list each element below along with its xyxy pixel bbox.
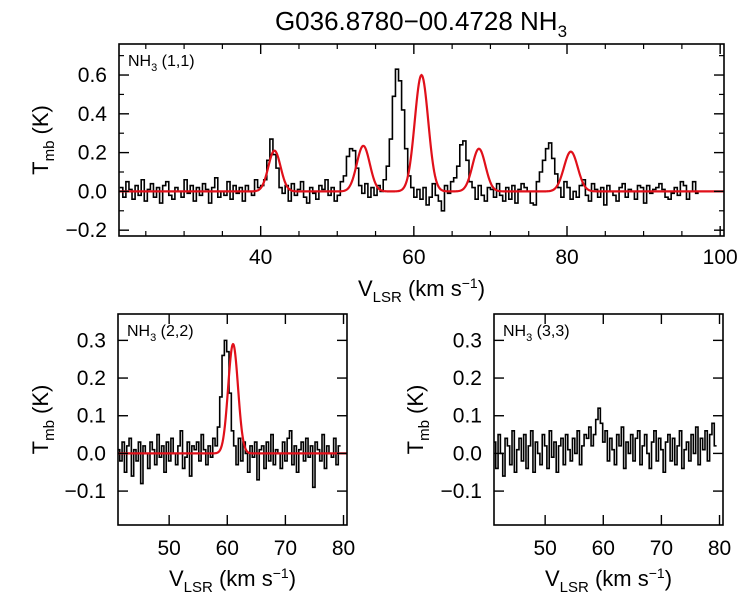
y-tick-label: 0.3 [77, 329, 106, 352]
x-tick-label: 80 [708, 537, 731, 560]
y-axis-title: Tmb (K) [28, 385, 58, 455]
panel-label: NH3 (1,1) [128, 53, 195, 74]
x-tick-label: 60 [216, 537, 239, 560]
x-tick-label: 80 [555, 246, 578, 269]
y-tick-label: 0.6 [78, 64, 107, 87]
x-axis-title-main: V [545, 566, 560, 591]
panel-label-main: NH [128, 53, 151, 70]
panel-nh3-3-3: 50 60 70 80 −0.1 0.0 0.1 0.2 0.3 NH3 (3,3) VLSR (k… [403, 313, 731, 596]
x-axis-title-sup: −1 [273, 565, 289, 581]
x-tick-label: 60 [592, 537, 615, 560]
y-axis-title: Tmb (K) [403, 385, 433, 455]
y-tick-label: −0.1 [65, 480, 106, 503]
x-axis-title-sub: LSR [373, 289, 402, 306]
y-tick-label: 0.1 [453, 405, 482, 428]
y-tick-label: 0.2 [77, 367, 106, 390]
y-tick-label: −0.1 [441, 480, 482, 503]
plot-frame [117, 313, 348, 526]
x-axis-title: VLSR (km s−1) [169, 565, 296, 596]
spectrum-line [119, 68, 699, 212]
y-axis-title: Tmb (K) [28, 105, 58, 175]
y-axis-title-sub: mb [41, 420, 58, 441]
y-axis-title-sub: mb [41, 141, 58, 162]
x-tick-label: 50 [533, 537, 556, 560]
x-axis-title-end: ) [478, 276, 485, 301]
panel-label-sub: 3 [526, 332, 532, 344]
y-axis-title-sub: mb [416, 420, 433, 441]
x-axis-title-rest: (km s [589, 566, 649, 591]
x-axis-title-sub: LSR [184, 579, 213, 596]
plot-frame [118, 43, 725, 237]
x-axis-title-sup: −1 [649, 565, 665, 581]
x-axis-title-rest: (km s [402, 276, 462, 301]
x-tick-label: 40 [249, 246, 272, 269]
x-axis-title-sup: −1 [462, 275, 478, 291]
y-axis-title-main: T [403, 441, 428, 454]
panel-label-rest: (1,1) [157, 53, 194, 70]
y-axis-title-main: T [28, 441, 53, 454]
x-axis-title-end: ) [665, 566, 672, 591]
x-tick-label: 100 [703, 246, 738, 269]
x-tick-label: 70 [650, 537, 673, 560]
spectrum-line [494, 407, 717, 477]
panel-nh3-1-1: 40 60 80 100 −0.2 0.0 0.2 0.4 0.6 NH3 (1,1) VLSR (… [28, 43, 738, 306]
x-axis-title-main: V [169, 566, 184, 591]
x-tick-label: 70 [274, 537, 297, 560]
x-axis-title-sub: LSR [560, 579, 589, 596]
plot-frame [493, 313, 724, 526]
y-tick-label: 0.3 [453, 329, 482, 352]
x-axis-title-rest: (km s [213, 566, 273, 591]
panel-label-sub: 3 [150, 332, 156, 344]
panel-label-rest: (3,3) [532, 323, 569, 340]
x-axis-title-end: ) [289, 566, 296, 591]
y-tick-label: 0.1 [77, 405, 106, 428]
x-axis-title-main: V [358, 276, 373, 301]
panel-label: NH3 (2,2) [127, 323, 194, 344]
panel-label-sub: 3 [151, 62, 157, 74]
y-axis-title-rest: (K) [403, 385, 428, 420]
y-tick-label: −0.2 [66, 219, 107, 242]
panel-label-main: NH [503, 323, 526, 340]
y-tick-label: 0.2 [453, 367, 482, 390]
fit-curve [118, 342, 347, 455]
x-axis-title: VLSR (km s−1) [358, 275, 485, 306]
x-axis-title: VLSR (km s−1) [545, 565, 672, 596]
x-tick-label: 80 [332, 537, 355, 560]
panel-label: NH3 (3,3) [503, 323, 570, 344]
y-axis-title-rest: (K) [28, 385, 53, 420]
x-tick-label: 50 [157, 537, 180, 560]
y-axis-title-main: T [28, 161, 53, 174]
panel-label-rest: (2,2) [156, 323, 193, 340]
fit-curve [119, 73, 724, 193]
panel-label-main: NH [127, 323, 150, 340]
y-tick-label: 0.0 [453, 442, 482, 465]
y-tick-label: 0.4 [78, 103, 108, 126]
y-axis-title-rest: (K) [28, 105, 53, 140]
figure-title: G036.8780−00.4728 NH3 [275, 6, 567, 41]
panel-nh3-2-2: 50 60 70 80 −0.1 0.0 0.1 0.2 0.3 NH3 (2,2) VLSR (k… [28, 313, 355, 596]
y-tick-label: 0.0 [78, 180, 107, 203]
y-tick-label: 0.2 [78, 142, 107, 165]
x-tick-label: 60 [402, 246, 425, 269]
y-tick-label: 0.0 [77, 442, 106, 465]
